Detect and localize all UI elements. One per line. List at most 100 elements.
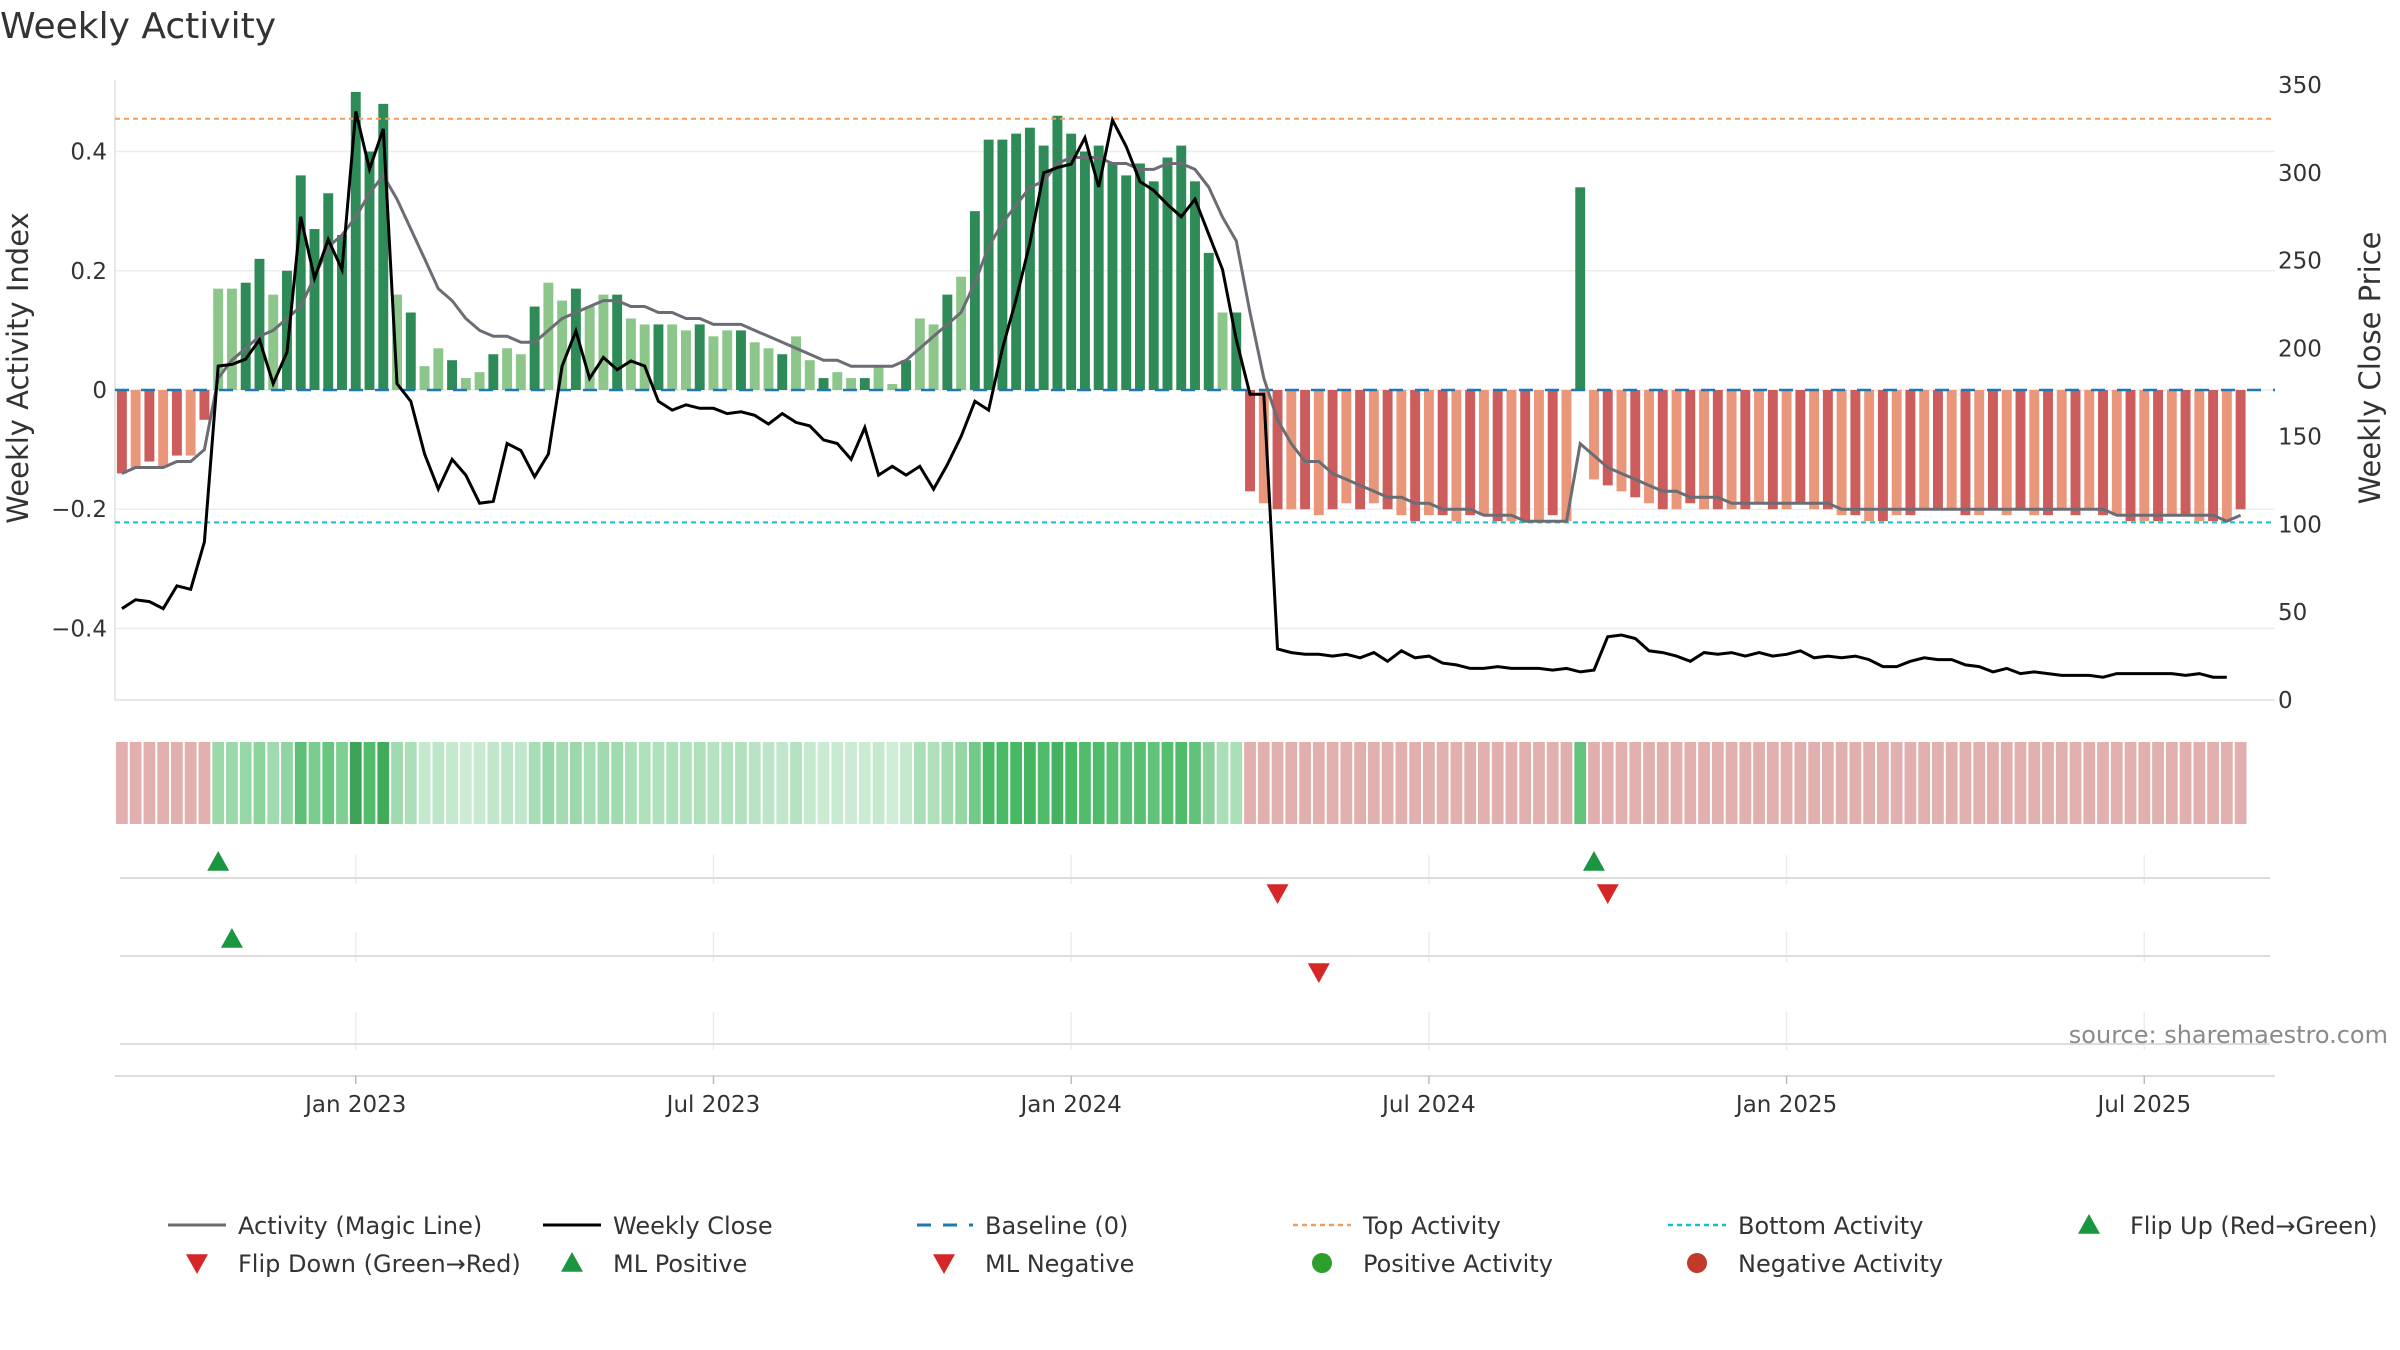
- heat-cell: [1024, 742, 1036, 824]
- heat-cell: [900, 742, 912, 824]
- activity-bar: [1946, 390, 1957, 510]
- activity-bar: [804, 360, 815, 390]
- activity-bar: [1795, 390, 1806, 504]
- heat-cell: [597, 742, 610, 824]
- activity-bar: [1589, 390, 1599, 480]
- legend-label: Positive Activity: [1363, 1250, 1553, 1278]
- heat-cell: [1987, 742, 1999, 824]
- activity-bar: [749, 342, 760, 390]
- y-left-tick-label: −0.4: [51, 616, 107, 642]
- signal-marker-panels: [120, 851, 2270, 1050]
- heat-cell: [1684, 742, 1697, 824]
- magic-line-series: [121, 156, 2242, 523]
- heat-cell: [1519, 742, 1532, 824]
- heat-cell: [542, 742, 555, 824]
- heat-cell: [1533, 742, 1545, 824]
- heat-cell: [1491, 742, 1504, 824]
- heat-cell: [1643, 742, 1655, 824]
- activity-bar: [171, 390, 182, 456]
- flip-up-marker: [1582, 851, 1605, 871]
- heat-cell: [872, 742, 885, 824]
- heat-cell: [2028, 742, 2041, 824]
- heat-cell: [1753, 742, 1765, 824]
- activity-bar: [873, 366, 884, 390]
- activity-bar: [1217, 312, 1228, 390]
- activity-bar: [1437, 390, 1448, 516]
- x-tick-label: Jan 2025: [1734, 1092, 1837, 1118]
- activity-bar: [1011, 133, 1022, 390]
- activity-bar: [1396, 390, 1407, 516]
- x-tick-label: Jul 2025: [2095, 1092, 2191, 1118]
- activity-bar: [1561, 390, 1572, 522]
- heat-cell: [1423, 742, 1435, 824]
- legend-item: Bottom Activity: [1668, 1212, 1923, 1240]
- activity-bar: [1630, 390, 1641, 498]
- legend-label: Bottom Activity: [1738, 1212, 1923, 1240]
- heat-cell: [776, 742, 789, 824]
- activity-bar: [1616, 390, 1627, 492]
- legend-swatch: [561, 1252, 583, 1272]
- heat-cell: [652, 742, 665, 824]
- activity-bar: [1809, 390, 1820, 510]
- heat-cell: [1560, 742, 1573, 824]
- heat-cell: [2055, 742, 2068, 824]
- x-tick-label: Jul 2024: [1380, 1092, 1476, 1118]
- activity-bar: [1341, 390, 1352, 504]
- heat-cell: [1051, 742, 1064, 824]
- ml-positive-marker: [220, 928, 243, 948]
- heat-cell: [418, 742, 431, 824]
- heat-cell: [1202, 742, 1215, 824]
- activity-bar: [942, 294, 953, 390]
- y-right-tick-label: 150: [2278, 424, 2322, 450]
- activity-bar: [1533, 390, 1544, 522]
- heat-cell: [1065, 742, 1078, 824]
- activity-bar: [1024, 127, 1035, 390]
- heat-cell: [1890, 742, 1903, 824]
- heat-cell: [226, 742, 238, 824]
- activity-bar: [1203, 252, 1214, 390]
- activity-bar: [1850, 390, 1861, 516]
- heat-cell: [1863, 742, 1876, 824]
- heat-cell: [1106, 742, 1119, 824]
- activity-bar: [1423, 390, 1434, 516]
- activity-bar: [116, 390, 127, 474]
- heat-cell: [1230, 742, 1243, 824]
- source-credit: source: sharemaestro.com: [2069, 1021, 2388, 1049]
- activity-bar: [2111, 390, 2122, 516]
- activity-bar: [1864, 390, 1875, 522]
- activity-bar: [185, 390, 196, 456]
- activity-bar: [818, 378, 829, 390]
- heat-cell: [446, 742, 458, 824]
- legend-label: Flip Down (Green→Red): [238, 1250, 521, 1278]
- activity-heat-strip: [116, 742, 2247, 824]
- heat-cell: [982, 742, 995, 824]
- activity-bar: [2056, 390, 2067, 510]
- heat-cell: [748, 742, 761, 824]
- activity-bar: [268, 294, 279, 390]
- activity-bar: [983, 139, 994, 390]
- activity-bar: [1148, 181, 1159, 390]
- activity-bar: [887, 384, 898, 390]
- activity-bar: [1657, 390, 1668, 510]
- activity-bar: [1520, 390, 1531, 522]
- heat-cell: [583, 742, 596, 824]
- heat-cell: [404, 742, 417, 824]
- activity-bar: [460, 378, 471, 390]
- heat-cell: [845, 742, 857, 824]
- activity-bar: [392, 294, 402, 390]
- activity-bar: [612, 294, 623, 390]
- activity-bar: [502, 348, 513, 390]
- y-left-tick-label: 0.2: [70, 259, 107, 285]
- activity-bar: [2125, 390, 2136, 522]
- heat-cell: [432, 742, 445, 824]
- heat-cell: [1409, 742, 1422, 824]
- heat-cell: [886, 742, 899, 824]
- heat-cell: [2234, 742, 2247, 824]
- activity-bar: [1038, 145, 1049, 390]
- activity-bar: [254, 258, 265, 390]
- heat-cell: [1918, 742, 1931, 824]
- heat-cell: [116, 742, 128, 824]
- heat-cell: [1478, 742, 1490, 824]
- activity-bar: [1313, 390, 1324, 516]
- activity-bar: [1245, 390, 1255, 492]
